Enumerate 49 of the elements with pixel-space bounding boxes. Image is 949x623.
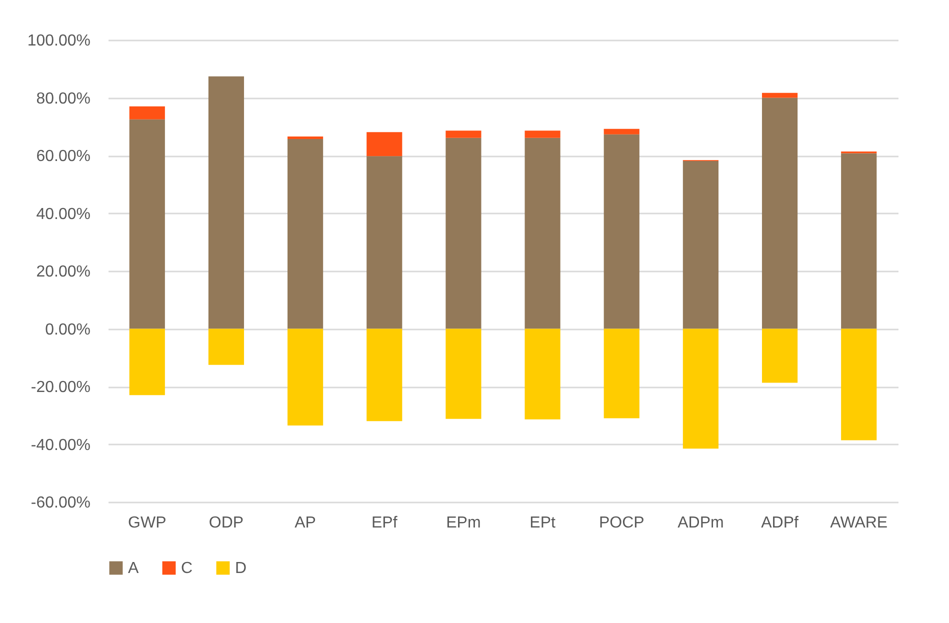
- bar: [288, 328, 324, 426]
- bar: [604, 134, 640, 329]
- legend-label: A: [128, 560, 139, 577]
- y-tick-label: -40.00%: [30, 436, 90, 454]
- x-tick-label: EPt: [530, 514, 556, 532]
- bar: [524, 130, 560, 138]
- bar: [762, 92, 798, 98]
- y-tick-label: 0.00%: [45, 321, 90, 338]
- bar: [129, 106, 165, 120]
- x-tick-label: ADPf: [761, 514, 800, 532]
- x-tick-label: ADPm: [678, 514, 724, 532]
- y-tick-label: 20.00%: [36, 264, 90, 280]
- bar: [841, 153, 877, 329]
- bar: [366, 132, 402, 156]
- y-tick-label: 60.00%: [36, 148, 90, 165]
- bar: [366, 156, 402, 329]
- x-tick-label: AWARE: [830, 514, 888, 532]
- bar: [604, 328, 640, 418]
- bar: [762, 98, 798, 329]
- bar: [288, 139, 324, 329]
- bar: [682, 328, 718, 449]
- y-tick-label: 80.00%: [36, 90, 90, 108]
- bar: [446, 328, 482, 419]
- bar: [446, 130, 482, 138]
- bar: [129, 119, 165, 329]
- bar: [288, 136, 324, 140]
- y-tick-label: 100.00%: [27, 32, 90, 50]
- bar: [762, 328, 798, 383]
- x-tick-label: EPf: [371, 514, 398, 532]
- y-tick-label: -60.00%: [30, 494, 90, 512]
- bar: [524, 138, 560, 329]
- bar: [604, 128, 640, 134]
- y-tick-label: 40.00%: [36, 206, 90, 223]
- x-tick-label: EPm: [446, 514, 481, 532]
- bar: [366, 328, 402, 422]
- legend-label: D: [235, 560, 247, 577]
- bar: [129, 328, 165, 396]
- bar: [446, 138, 482, 329]
- bar: [841, 328, 877, 440]
- x-tick-label: POCP: [598, 514, 644, 532]
- legend-label: C: [181, 560, 193, 577]
- bar: [682, 160, 718, 329]
- y-tick-label: -20.00%: [30, 379, 90, 396]
- bar: [524, 328, 560, 420]
- bar: [208, 328, 244, 365]
- x-tick-label: GWP: [128, 514, 166, 532]
- bar: [208, 76, 244, 329]
- x-tick-label: ODP: [208, 514, 244, 532]
- x-tick-label: AP: [294, 514, 316, 532]
